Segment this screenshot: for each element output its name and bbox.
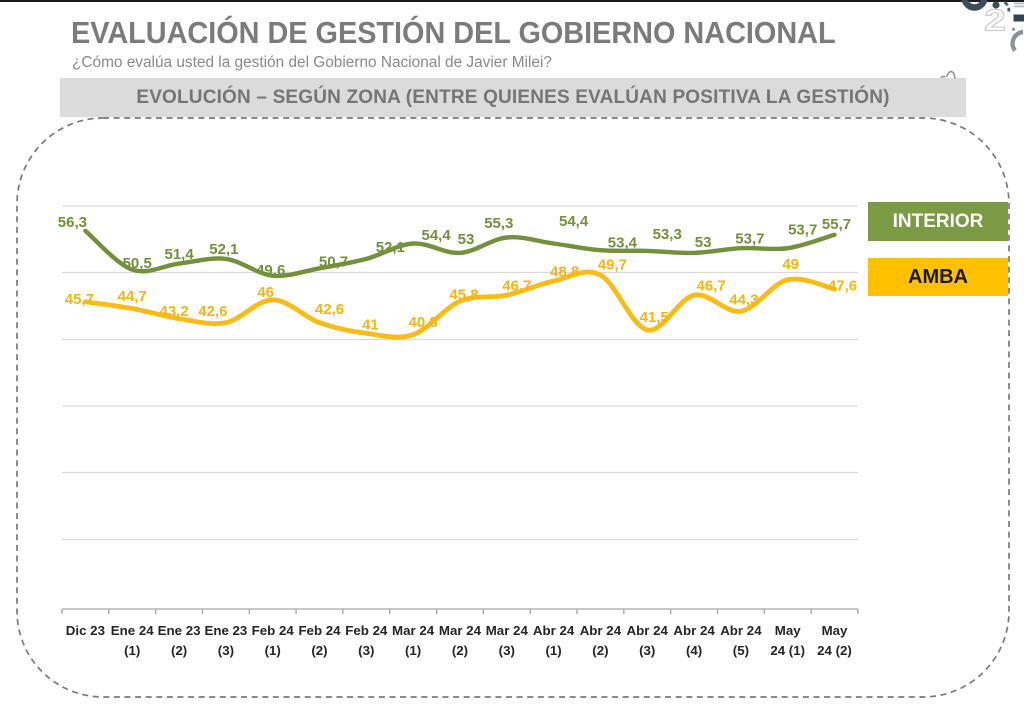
svg-text:(1): (1) — [124, 643, 140, 658]
svg-text:Mar 24: Mar 24 — [486, 623, 529, 638]
svg-text:54,4: 54,4 — [559, 213, 589, 230]
svg-text:(3): (3) — [639, 643, 655, 658]
svg-text:(3): (3) — [499, 643, 515, 658]
svg-text:49,7: 49,7 — [598, 256, 627, 273]
svg-text:50,7: 50,7 — [319, 254, 348, 271]
svg-text:(1): (1) — [405, 643, 421, 658]
svg-text:50,5: 50,5 — [123, 255, 152, 272]
svg-text:(2): (2) — [171, 643, 187, 658]
svg-text:Dic 23: Dic 23 — [66, 623, 105, 638]
svg-text:42,6: 42,6 — [198, 303, 227, 320]
svg-text:49: 49 — [782, 256, 799, 273]
svg-text:45,8: 45,8 — [449, 286, 478, 303]
svg-text:49,6: 49,6 — [256, 262, 285, 279]
svg-text:Feb 24: Feb 24 — [298, 623, 341, 638]
svg-text:51,4: 51,4 — [164, 246, 194, 263]
svg-text:(5): (5) — [733, 643, 749, 658]
svg-text:(1): (1) — [265, 643, 281, 658]
svg-text:41: 41 — [362, 317, 379, 334]
svg-text:43,2: 43,2 — [159, 303, 188, 320]
svg-text:May: May — [775, 623, 801, 638]
svg-text:Ene 23: Ene 23 — [158, 623, 201, 638]
svg-text:56,3: 56,3 — [58, 214, 87, 231]
svg-text:53,3: 53,3 — [653, 226, 682, 243]
svg-text:(2): (2) — [592, 643, 608, 658]
svg-text:(1): (1) — [545, 643, 561, 658]
svg-text:55,7: 55,7 — [822, 216, 851, 233]
svg-text:(2): (2) — [311, 643, 327, 658]
svg-text:Abr 24: Abr 24 — [533, 623, 575, 638]
svg-text:52,1: 52,1 — [209, 241, 238, 258]
svg-text:24 (2): 24 (2) — [817, 643, 852, 658]
svg-text:Feb 24: Feb 24 — [252, 623, 295, 638]
svg-text:52,1: 52,1 — [376, 239, 405, 256]
svg-text:53,7: 53,7 — [788, 222, 817, 239]
svg-text:Abr 24: Abr 24 — [720, 623, 762, 638]
svg-text:47,6: 47,6 — [828, 277, 857, 294]
svg-text:(3): (3) — [218, 643, 234, 658]
svg-text:54,4: 54,4 — [421, 227, 451, 244]
svg-text:40,8: 40,8 — [408, 314, 437, 331]
svg-text:Mar 24: Mar 24 — [439, 623, 482, 638]
svg-text:Ene 23: Ene 23 — [204, 623, 247, 638]
svg-text:44,7: 44,7 — [118, 288, 147, 305]
svg-text:46,7: 46,7 — [502, 277, 531, 294]
svg-text:55,3: 55,3 — [484, 215, 513, 232]
svg-text:53: 53 — [458, 231, 475, 248]
svg-text:Feb 24: Feb 24 — [345, 623, 388, 638]
svg-text:41,5: 41,5 — [640, 309, 669, 326]
svg-text:53,7: 53,7 — [735, 231, 764, 248]
svg-text:53,4: 53,4 — [608, 235, 638, 252]
svg-text:42,6: 42,6 — [315, 301, 344, 318]
svg-text:Mar 24: Mar 24 — [392, 623, 435, 638]
svg-text:48,8: 48,8 — [550, 263, 579, 280]
svg-text:Abr 24: Abr 24 — [673, 623, 715, 638]
svg-text:2: 2 — [984, 3, 1006, 37]
svg-text:May: May — [822, 623, 848, 638]
svg-text:(3): (3) — [358, 643, 374, 658]
svg-text:Ene 24: Ene 24 — [111, 623, 154, 638]
svg-text:46,7: 46,7 — [696, 277, 725, 294]
svg-text:44,3: 44,3 — [729, 292, 758, 309]
svg-text:Abr 24: Abr 24 — [580, 623, 622, 638]
svg-text:Abr 24: Abr 24 — [627, 623, 669, 638]
svg-text:45,7: 45,7 — [65, 291, 94, 308]
svg-text:46: 46 — [257, 284, 274, 301]
svg-text:24 (1): 24 (1) — [770, 643, 805, 658]
svg-text:53: 53 — [695, 234, 712, 251]
svg-text:(4): (4) — [686, 643, 702, 658]
svg-text:(2): (2) — [452, 643, 468, 658]
